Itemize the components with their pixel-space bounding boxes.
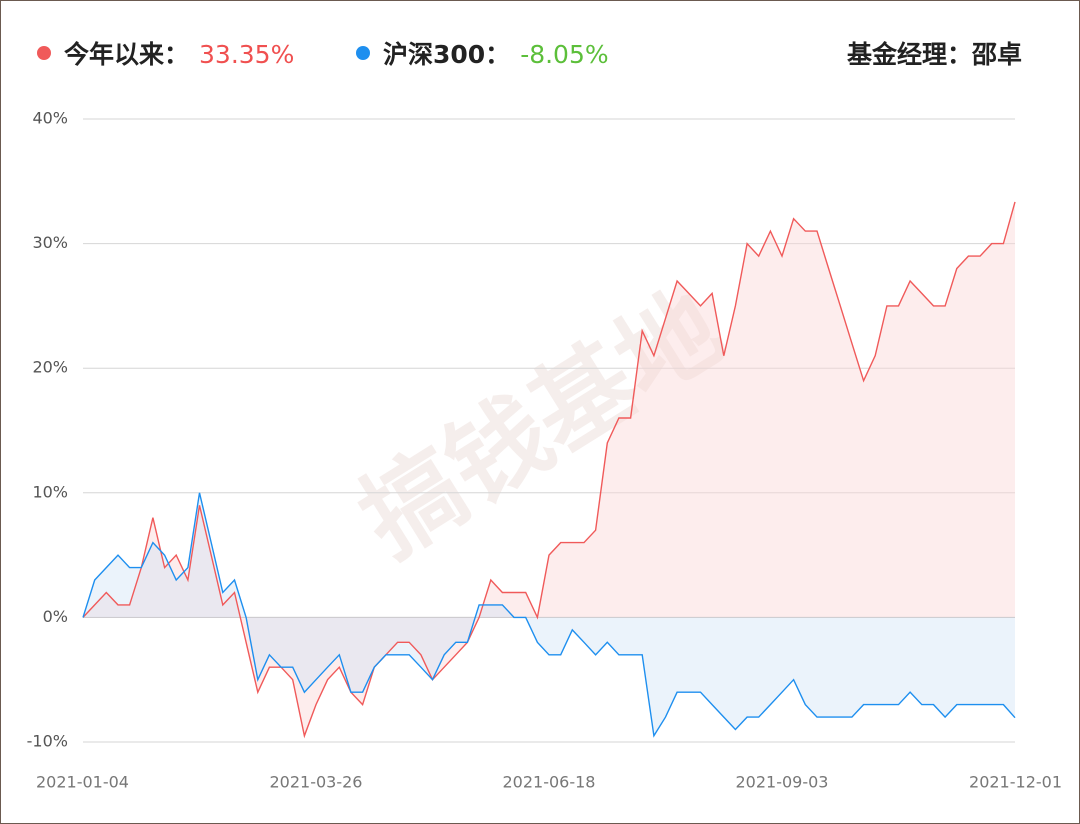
y-tick-label: 30% xyxy=(32,233,68,252)
x-tick-label: 2021-12-01 xyxy=(969,773,1062,792)
legend-marker xyxy=(37,46,51,60)
legend-label: 沪深300： -8.05% xyxy=(383,40,609,69)
legend-marker xyxy=(356,46,370,60)
manager-annotation: 基金经理：邵卓 xyxy=(847,40,1022,69)
series-line xyxy=(82,492,1016,738)
legend-name: 今年以来： xyxy=(64,40,189,69)
y-tick-label: 10% xyxy=(32,482,68,501)
legend-value: 33.35% xyxy=(199,40,294,69)
y-tick-label: 40% xyxy=(32,109,68,128)
x-tick-label: 2021-03-26 xyxy=(270,773,363,792)
x-tick-label: 2021-06-18 xyxy=(503,773,596,792)
x-tick-label: 2021-01-04 xyxy=(36,773,129,792)
legend-label: 今年以来： 33.35% xyxy=(64,40,294,69)
legend-value: -8.05% xyxy=(520,40,608,69)
y-tick-label: 0% xyxy=(43,607,68,626)
series-area xyxy=(83,492,1015,736)
y-tick-label: -10% xyxy=(27,732,68,751)
legend-name: 沪深300： xyxy=(383,40,510,69)
y-tick-label: 20% xyxy=(32,358,68,377)
x-tick-label: 2021-09-03 xyxy=(736,773,829,792)
series-area xyxy=(83,201,1015,736)
series-line xyxy=(82,201,1016,739)
